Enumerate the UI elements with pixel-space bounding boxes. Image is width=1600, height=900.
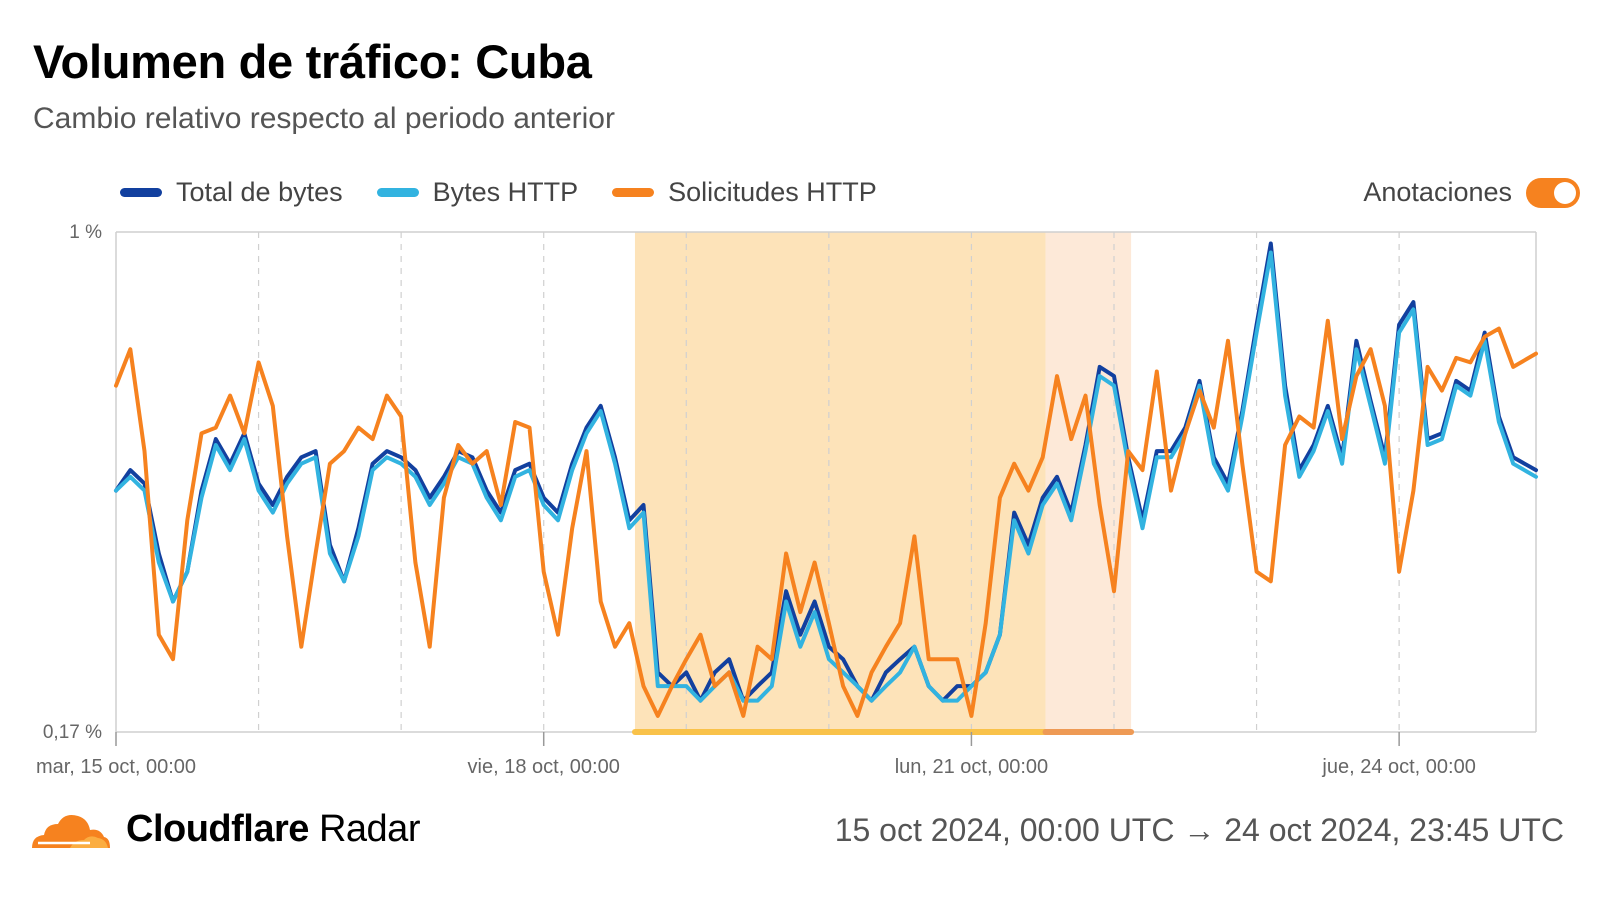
legend-item-http-requests[interactable]: Solicitudes HTTP: [612, 177, 877, 208]
brand-name-bold: Cloudflare: [126, 808, 309, 850]
x-tick-label: jue, 24 oct, 00:00: [1321, 756, 1475, 778]
legend-item-http-bytes[interactable]: Bytes HTTP: [376, 177, 579, 208]
y-tick-label: 0,17 %: [43, 722, 102, 743]
legend-swatch-http-bytes: [376, 188, 419, 197]
legend-label-http-bytes: Bytes HTTP: [432, 177, 579, 207]
line-chart: 1 % 0,17 % mar, 15 oct, 00:00 vie, 18 oct, …: [36, 222, 1538, 778]
series-line: [114, 318, 1538, 718]
chart-title: Volumen de tráfico: Cuba: [33, 35, 592, 88]
x-tick-label: vie, 18 oct, 00:00: [468, 756, 620, 778]
x-tick-label: lun, 21 oct, 00:00: [895, 756, 1048, 778]
x-tick-label: mar, 15 oct, 00:00: [36, 756, 196, 778]
legend-item-total-bytes[interactable]: Total de bytes: [120, 177, 343, 208]
legend-swatch-total-bytes: [120, 188, 162, 197]
legend-label-total-bytes: Total de bytes: [176, 177, 343, 207]
annotations-toggle[interactable]: [1526, 177, 1580, 208]
cloudflare-logo-icon: [32, 814, 110, 848]
cloudflare-radar-brand: Cloudflare Radar: [30, 808, 420, 851]
brand-name-regular: Radar: [318, 808, 421, 850]
toggle-knob: [1554, 181, 1576, 204]
legend-label-http-requests: Solicitudes HTTP: [668, 177, 877, 207]
series-line: [114, 250, 1538, 703]
chart-legend: Total de bytes Bytes HTTP Solicitudes HT…: [120, 177, 911, 208]
annotations-label: Anotaciones: [1363, 177, 1512, 207]
date-range: 15 oct 2024, 00:00 UTC → 24 oct 2024, 23…: [834, 812, 1564, 848]
brand-name: Cloudflare Radar: [126, 808, 420, 851]
y-tick-label: 1 %: [69, 222, 102, 243]
chart-subtitle: Cambio relativo respecto al periodo ante…: [33, 102, 615, 135]
legend-swatch-http-requests: [612, 188, 655, 197]
annotations-control: Anotaciones: [1363, 177, 1580, 208]
